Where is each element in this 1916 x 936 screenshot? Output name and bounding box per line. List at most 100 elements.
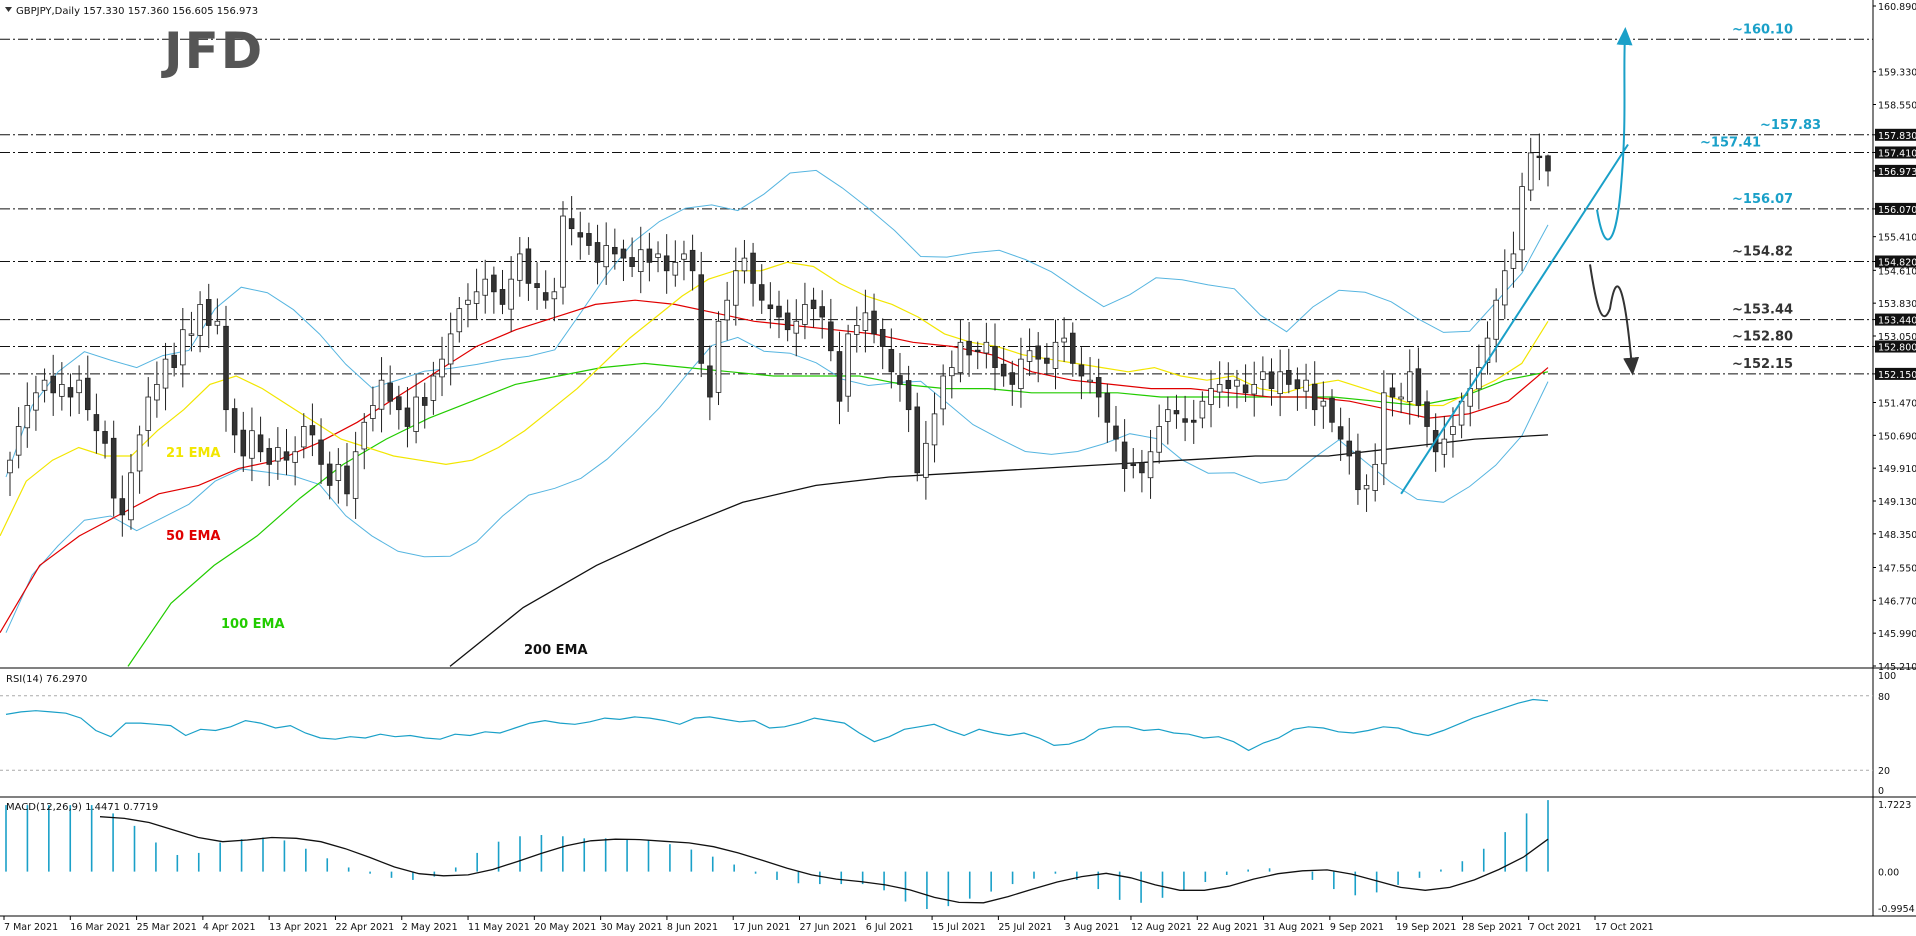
candle-body [1044, 357, 1050, 364]
bearish-projection-arrow [1589, 264, 1640, 376]
time-axis: 7 Mar 2021 16 Mar 2021 25 Mar 2021 4 Apr 20… [3, 916, 1654, 933]
candle-body [154, 384, 160, 401]
candle-body [1113, 425, 1119, 440]
rsi-tick-label: 20 [1878, 766, 1890, 777]
candle [1156, 404, 1162, 464]
bullish-projection-arrow [1596, 27, 1633, 241]
candle [84, 355, 91, 421]
candle-body [1363, 485, 1370, 490]
price-tick-label: 159.330 [1878, 68, 1916, 79]
candle-body [1398, 396, 1404, 400]
candle [802, 282, 808, 340]
candle-body [1130, 463, 1137, 467]
candle-body [663, 255, 670, 272]
candle [171, 342, 177, 377]
candle-body [110, 437, 117, 499]
candle-body [845, 333, 851, 397]
candle [370, 386, 376, 432]
candle-body [517, 253, 523, 281]
candle [7, 451, 13, 496]
time-tick-label: 13 Apr 2021 [269, 922, 328, 933]
candle [231, 398, 238, 453]
candle [1165, 396, 1171, 445]
candle-body [24, 405, 31, 429]
candle [828, 298, 834, 362]
candle-body [1078, 364, 1085, 377]
candle-body [197, 304, 203, 336]
candle-body [862, 312, 869, 331]
candle-body [1216, 384, 1223, 393]
candle-body [387, 382, 393, 402]
candle-body [447, 333, 454, 365]
candle-body [897, 375, 903, 385]
time-tick-label: 25 Mar 2021 [137, 922, 197, 933]
candle [508, 256, 514, 332]
candle-body [992, 346, 998, 368]
candle-body [1234, 379, 1240, 387]
time-tick-label: 4 Apr 2021 [203, 922, 256, 933]
candle [335, 448, 342, 504]
price-tick-label: 149.910 [1878, 464, 1916, 475]
candle-body [1502, 270, 1508, 306]
candle-body [1519, 186, 1525, 251]
collapse-icon[interactable] [5, 7, 12, 12]
symbol-line: GBPJPY,Daily 157.330 157.360 156.605 156… [16, 6, 258, 17]
candle [465, 283, 471, 328]
time-tick-label: 7 Mar 2021 [4, 922, 58, 933]
candle-body [828, 321, 834, 352]
candle [949, 350, 955, 399]
candle [551, 277, 558, 322]
candle [1527, 137, 1534, 202]
candle-body [940, 375, 946, 410]
candle [24, 382, 31, 448]
candle [266, 438, 272, 487]
candle [67, 373, 74, 417]
time-tick-label: 17 Oct 2021 [1595, 922, 1654, 933]
candle-body [525, 248, 532, 284]
candle [1044, 343, 1050, 376]
price-tick-label: 153.050 [1878, 332, 1916, 343]
candle [240, 411, 247, 472]
candle-body [810, 299, 817, 310]
candle [309, 403, 316, 457]
candle [629, 237, 635, 278]
candle-body [205, 299, 212, 326]
candle-body [84, 377, 91, 411]
candle-body [603, 245, 609, 268]
candle [292, 436, 298, 486]
candle [1424, 390, 1430, 448]
candle-body [1052, 341, 1059, 369]
candle-body [715, 320, 722, 393]
candle [776, 290, 782, 339]
candle-body [1355, 450, 1361, 491]
level-label: ~152.80 [1732, 330, 1793, 345]
candle-body [300, 426, 307, 448]
series-label: 21 EMA [166, 446, 221, 461]
candle-body [361, 421, 368, 450]
macd-tick-label: 1.7223 [1878, 800, 1911, 811]
candle [1303, 363, 1309, 409]
price-tick-label: 156.973 [1878, 167, 1916, 178]
candle-body [931, 413, 938, 446]
candle-body [309, 425, 316, 436]
candle [326, 451, 333, 500]
candle [1346, 417, 1353, 475]
candle [344, 443, 350, 507]
price-tick-label: 153.440 [1878, 316, 1916, 327]
candle-body [1536, 155, 1543, 159]
candle [154, 361, 160, 418]
candle-body [1095, 377, 1102, 398]
candle [1268, 358, 1275, 406]
candle [663, 234, 670, 294]
price-tick-label: 152.800 [1878, 343, 1916, 354]
candle [620, 239, 627, 282]
candle-body [352, 451, 359, 499]
candle [1286, 348, 1292, 394]
candle [1225, 362, 1232, 407]
candle-body [853, 325, 860, 335]
candle-body [594, 242, 601, 263]
candle-body [102, 431, 108, 444]
candle-body [637, 249, 644, 272]
candle-body [1208, 388, 1214, 405]
